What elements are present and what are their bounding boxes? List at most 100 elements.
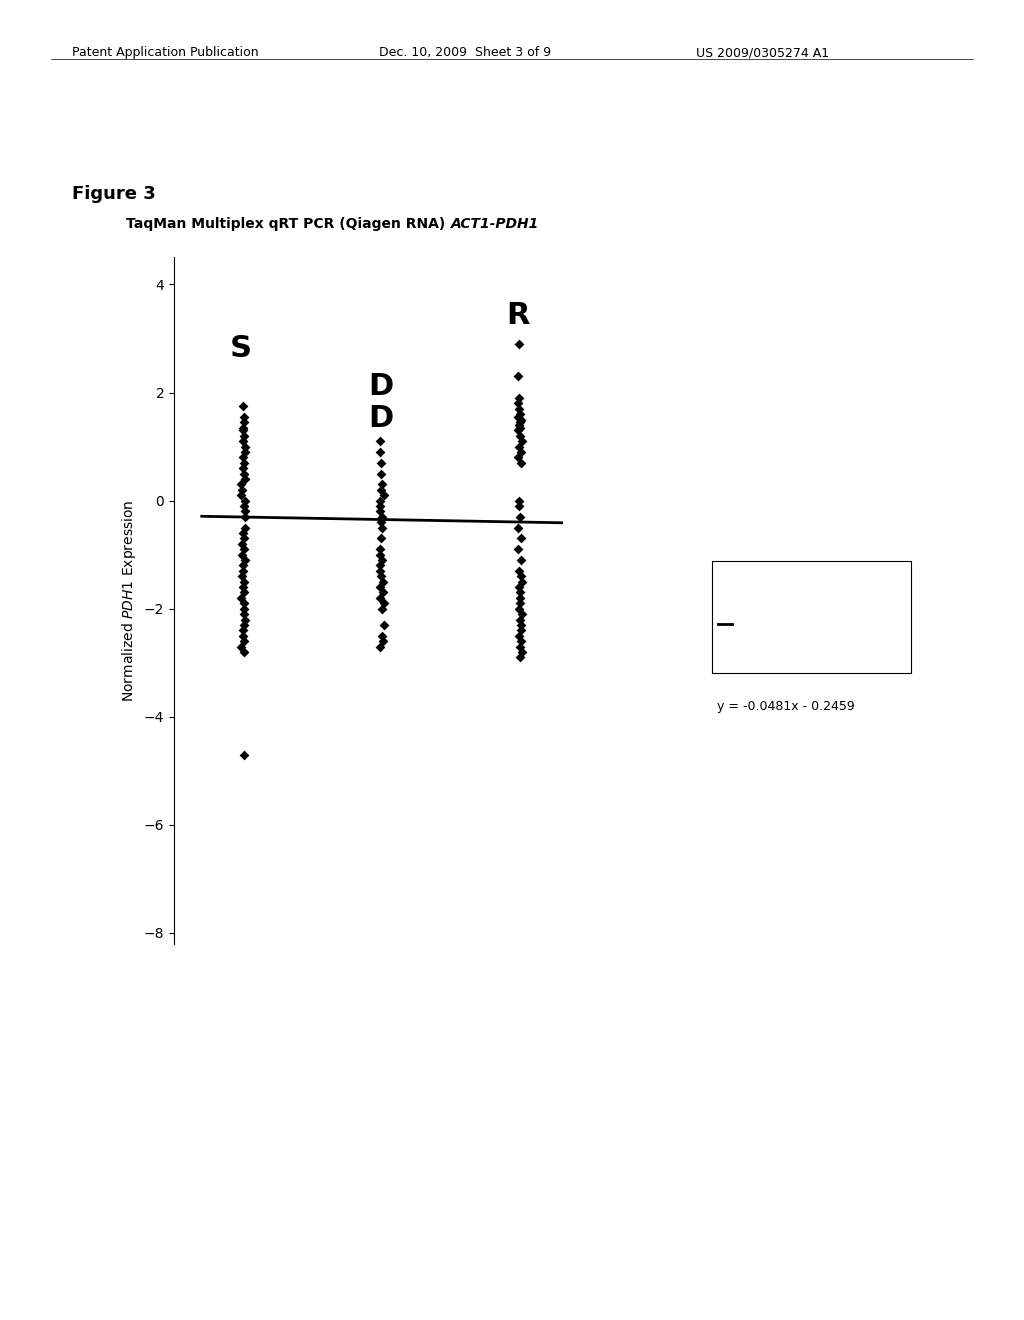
Point	[372, 560, 388, 581]
Point	[373, 430, 389, 451]
Point	[513, 453, 529, 474]
Point	[512, 425, 528, 446]
Point	[511, 626, 527, 647]
Point	[236, 614, 252, 635]
Point	[233, 533, 250, 554]
Point	[376, 614, 392, 635]
Point	[372, 490, 388, 511]
Point	[512, 582, 528, 603]
Point	[511, 436, 527, 457]
Point	[234, 420, 251, 441]
Point	[511, 495, 527, 516]
Point	[512, 587, 528, 609]
Text: Dec. 10, 2009  Sheet 3 of 9: Dec. 10, 2009 Sheet 3 of 9	[379, 46, 551, 59]
Point	[510, 407, 526, 428]
Point	[510, 446, 526, 467]
Text: S: S	[229, 334, 252, 363]
Point	[372, 554, 388, 576]
Text: Linear (ACT1-PDH1): Linear (ACT1-PDH1)	[737, 618, 861, 631]
Point	[236, 539, 252, 560]
Point	[234, 446, 251, 467]
Point	[373, 566, 389, 587]
Point	[373, 479, 389, 500]
Y-axis label: Normalized $\mathit{PDH1}$ Expression: Normalized $\mathit{PDH1}$ Expression	[120, 499, 138, 702]
Point	[372, 636, 388, 657]
Point	[237, 549, 253, 570]
Point	[236, 603, 252, 624]
Point	[237, 490, 253, 511]
Point	[514, 572, 530, 593]
Point	[234, 566, 251, 587]
Point	[234, 577, 251, 598]
Point	[373, 463, 389, 484]
Point	[510, 420, 526, 441]
Text: R: R	[506, 301, 529, 330]
Point	[375, 572, 391, 593]
Point	[511, 560, 527, 581]
Point	[237, 469, 253, 490]
Point	[374, 626, 390, 647]
Point	[514, 430, 530, 451]
Point	[237, 528, 253, 549]
Text: Figure 3: Figure 3	[72, 185, 156, 203]
Point	[513, 409, 529, 430]
Point	[234, 430, 251, 451]
Point	[236, 598, 252, 619]
Text: ACT1-PDH1: ACT1-PDH1	[451, 216, 539, 231]
Point	[510, 539, 526, 560]
Point	[375, 631, 391, 652]
Point	[372, 500, 388, 521]
Point	[511, 404, 527, 425]
Point	[237, 572, 253, 593]
Point	[237, 441, 253, 462]
Point	[236, 593, 252, 614]
Point	[372, 539, 388, 560]
Point	[511, 387, 527, 408]
Point	[514, 603, 530, 624]
Point	[374, 598, 390, 619]
Point	[236, 463, 252, 484]
Point	[374, 549, 390, 570]
Point	[513, 528, 529, 549]
Point	[376, 593, 392, 614]
Point	[375, 582, 391, 603]
Point	[233, 479, 250, 500]
Point	[237, 453, 253, 474]
Point	[513, 614, 529, 635]
Point	[513, 441, 529, 462]
Point	[512, 417, 528, 438]
Point	[234, 560, 251, 581]
Point	[513, 631, 529, 652]
Point	[512, 647, 528, 668]
Point	[237, 436, 253, 457]
Point	[373, 495, 389, 516]
Point	[233, 587, 250, 609]
Point	[513, 642, 529, 663]
Point	[511, 636, 527, 657]
Point	[373, 512, 389, 533]
Point	[234, 626, 251, 647]
Point	[512, 507, 528, 528]
Point	[236, 582, 252, 603]
Point	[237, 517, 253, 539]
Point	[372, 544, 388, 565]
Point	[510, 517, 526, 539]
Point	[373, 453, 389, 474]
Text: y = -0.0481x - 0.2459: y = -0.0481x - 0.2459	[717, 700, 855, 713]
Point	[512, 412, 528, 433]
Point	[374, 517, 390, 539]
Point	[372, 577, 388, 598]
Point	[237, 500, 253, 521]
Point	[236, 458, 252, 479]
Point	[236, 396, 252, 417]
Text: D: D	[368, 372, 393, 401]
Point	[511, 577, 527, 598]
Point	[234, 523, 251, 544]
Point	[236, 744, 252, 766]
Point	[237, 495, 253, 516]
Text: ◆: ◆	[720, 578, 730, 591]
Point	[236, 412, 252, 433]
Text: ACT1-PDH1: ACT1-PDH1	[737, 578, 809, 591]
Point	[513, 549, 529, 570]
Text: US 2009/0305274 A1: US 2009/0305274 A1	[696, 46, 829, 59]
